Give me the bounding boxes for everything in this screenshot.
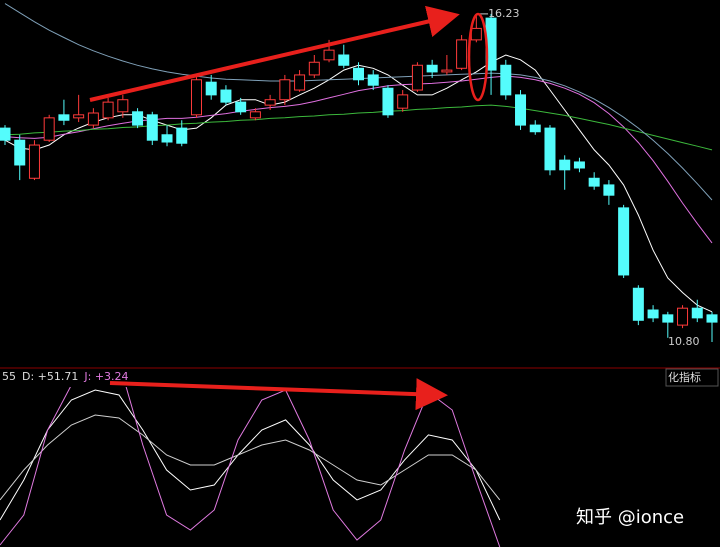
candle-body — [294, 74, 306, 91]
candle-body — [603, 184, 615, 196]
candle-body — [470, 27, 482, 41]
candle-body — [43, 117, 55, 141]
watermark: 知乎 @ionce — [576, 507, 684, 528]
candle-body — [515, 94, 527, 126]
candle-body — [102, 101, 114, 119]
indicator-value: 55 — [2, 370, 16, 383]
candle-body — [146, 114, 158, 141]
price-panel: 16.23 10.80 — [0, 3, 718, 348]
kdj-line — [0, 387, 501, 547]
candle-body — [397, 94, 409, 109]
indicator-label: 化指标 — [668, 370, 701, 384]
candle-body — [323, 49, 335, 61]
candle-body — [500, 64, 512, 96]
candle-body — [544, 127, 556, 171]
high-price-label: 16.23 — [488, 7, 520, 20]
moving-average-line — [4, 75, 713, 244]
candle-body — [338, 54, 350, 66]
candle-body — [308, 61, 320, 76]
kdj-line — [0, 389, 501, 521]
kdj-panel — [0, 387, 501, 547]
candle-body — [264, 99, 276, 106]
candle-body — [176, 127, 188, 144]
candle-body — [529, 124, 541, 133]
candle-body — [573, 161, 585, 169]
kdj-line — [0, 414, 501, 501]
candle-body — [28, 144, 40, 179]
candle-body — [353, 67, 364, 81]
trend-arrow — [89, 5, 460, 102]
candle-body — [559, 159, 571, 171]
candle-body — [618, 207, 630, 276]
candle-body — [161, 134, 173, 143]
candle-body — [456, 39, 468, 69]
candle-body — [249, 111, 261, 119]
kdj-arrow — [109, 378, 448, 411]
candle-body — [426, 64, 438, 73]
candle-body — [205, 81, 217, 96]
candle-body — [662, 314, 674, 323]
candle-body — [691, 307, 703, 319]
indicator-value: J: +3.24 — [83, 370, 128, 383]
highlight-ellipse — [467, 12, 489, 102]
indicator-box — [665, 368, 719, 387]
candle-body — [647, 309, 659, 319]
moving-average-line — [4, 104, 713, 151]
candle-body — [677, 307, 689, 326]
candle-body — [411, 64, 423, 91]
candle-body — [632, 287, 644, 321]
low-price-label: 10.80 — [668, 335, 700, 348]
candle-body — [441, 69, 453, 73]
candle-body — [117, 99, 129, 113]
candle-body — [588, 177, 600, 187]
candle-body — [279, 79, 291, 101]
candle-body — [58, 114, 70, 121]
candle-body — [0, 127, 11, 141]
candle-body — [220, 89, 232, 103]
candle-body — [235, 101, 247, 113]
candle-body — [190, 79, 202, 116]
indicator-header: 化指标 55 D: +51.71 J: +3.24 — [2, 368, 719, 387]
candle-body — [14, 139, 26, 166]
candle-body — [73, 114, 85, 119]
candle-body — [87, 112, 99, 126]
candle-body — [706, 314, 718, 323]
candle-body — [132, 111, 144, 126]
candle-body — [382, 87, 394, 116]
candle-body — [367, 74, 379, 86]
indicator-value: D: +51.71 — [22, 370, 78, 383]
